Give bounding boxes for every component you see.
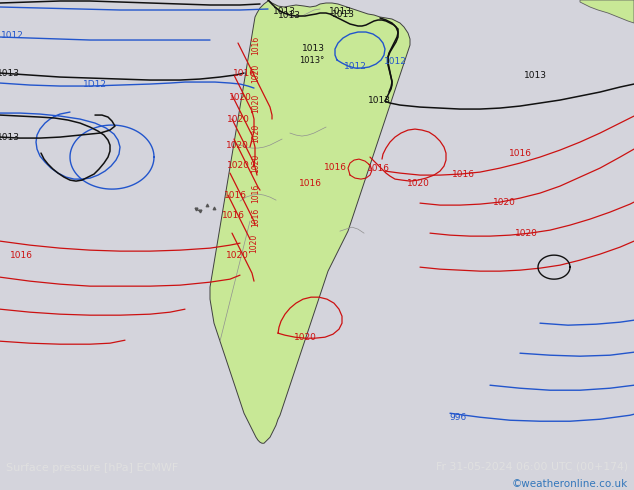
Text: 1020: 1020 [515, 229, 538, 238]
Text: 1020: 1020 [252, 123, 261, 143]
Text: 1016: 1016 [323, 163, 347, 172]
Text: 1020: 1020 [406, 178, 429, 188]
Text: 1020: 1020 [294, 333, 316, 342]
Text: 1016: 1016 [451, 170, 474, 178]
Text: 1013: 1013 [524, 71, 547, 79]
Text: 1012: 1012 [1, 30, 23, 40]
Text: 1020: 1020 [252, 94, 261, 113]
Text: 1012: 1012 [344, 62, 366, 71]
Polygon shape [580, 0, 634, 23]
Polygon shape [210, 0, 410, 443]
Text: 1016: 1016 [508, 148, 531, 158]
Text: 996: 996 [450, 413, 467, 422]
Text: 1013: 1013 [278, 10, 301, 20]
Text: 1020: 1020 [226, 161, 249, 170]
Text: 1020: 1020 [229, 93, 252, 101]
Text: 1013: 1013 [302, 44, 325, 52]
Text: Fr 31-05-2024 06:00 UTC (00+174): Fr 31-05-2024 06:00 UTC (00+174) [436, 461, 628, 471]
Text: 1D12: 1D12 [83, 79, 107, 89]
Text: 1020: 1020 [252, 153, 261, 172]
Text: 1016: 1016 [252, 35, 261, 55]
Text: 1016: 1016 [366, 164, 389, 172]
Text: 1020: 1020 [493, 197, 515, 207]
Text: ©weatheronline.co.uk: ©weatheronline.co.uk [512, 480, 628, 490]
Text: 1020: 1020 [226, 141, 249, 149]
Text: 1013: 1013 [368, 96, 391, 104]
Text: 1013: 1013 [273, 6, 295, 16]
Text: 1016: 1016 [299, 178, 321, 188]
Text: 1020: 1020 [226, 115, 249, 123]
Text: 1013: 1013 [0, 69, 20, 77]
Text: 1016: 1016 [252, 183, 261, 203]
Point [202, 201, 212, 209]
Text: 1012: 1012 [384, 56, 406, 66]
Text: 1013: 1013 [332, 9, 354, 19]
Text: 1016: 1016 [252, 207, 261, 227]
Point [209, 204, 219, 212]
Text: 1016: 1016 [10, 251, 33, 260]
Text: 1020: 1020 [252, 63, 261, 83]
Text: 1013: 1013 [328, 6, 351, 16]
Text: 1016: 1016 [233, 69, 256, 77]
Text: 1013: 1013 [0, 133, 20, 142]
Text: 1016: 1016 [224, 191, 247, 199]
Text: 1013°: 1013° [299, 55, 325, 65]
Text: Surface pressure [hPa] ECMWF: Surface pressure [hPa] ECMWF [6, 463, 179, 473]
Text: 1020: 1020 [226, 251, 249, 260]
Text: 1016: 1016 [221, 211, 245, 220]
Text: 1020: 1020 [250, 234, 259, 253]
